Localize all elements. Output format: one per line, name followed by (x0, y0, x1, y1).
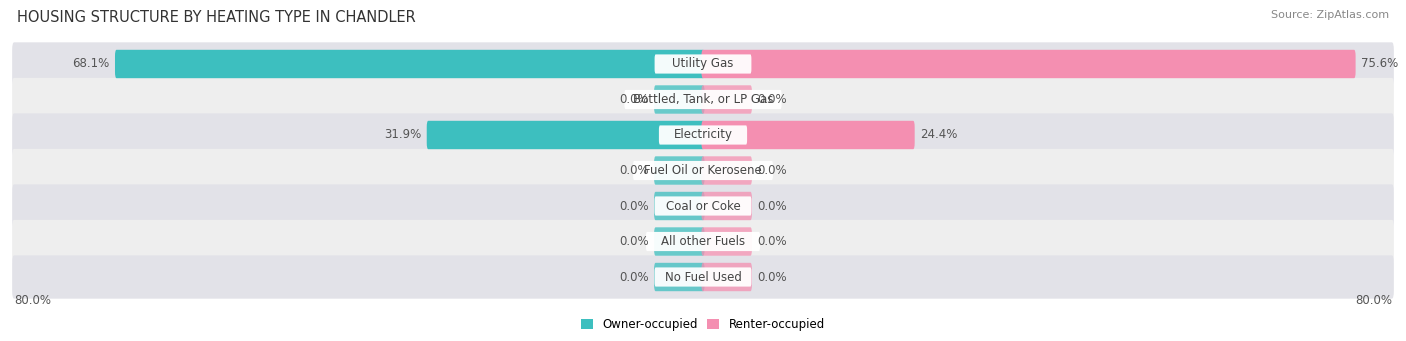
Text: 80.0%: 80.0% (1355, 294, 1392, 307)
FancyBboxPatch shape (654, 156, 704, 185)
FancyBboxPatch shape (702, 121, 915, 149)
FancyBboxPatch shape (13, 78, 1393, 121)
FancyBboxPatch shape (13, 220, 1393, 263)
FancyBboxPatch shape (702, 156, 752, 185)
Text: Coal or Coke: Coal or Coke (665, 199, 741, 212)
FancyBboxPatch shape (702, 227, 752, 256)
Text: Utility Gas: Utility Gas (672, 58, 734, 71)
Text: 0.0%: 0.0% (619, 235, 648, 248)
Text: No Fuel Used: No Fuel Used (665, 270, 741, 283)
Text: HOUSING STRUCTURE BY HEATING TYPE IN CHANDLER: HOUSING STRUCTURE BY HEATING TYPE IN CHA… (17, 10, 416, 25)
FancyBboxPatch shape (655, 196, 751, 216)
FancyBboxPatch shape (655, 267, 751, 286)
Legend: Owner-occupied, Renter-occupied: Owner-occupied, Renter-occupied (576, 313, 830, 336)
Text: Source: ZipAtlas.com: Source: ZipAtlas.com (1271, 10, 1389, 20)
FancyBboxPatch shape (427, 121, 704, 149)
Text: 31.9%: 31.9% (384, 129, 422, 142)
Text: 0.0%: 0.0% (758, 93, 787, 106)
Text: All other Fuels: All other Fuels (661, 235, 745, 248)
Text: 75.6%: 75.6% (1361, 58, 1398, 71)
Text: 68.1%: 68.1% (72, 58, 110, 71)
FancyBboxPatch shape (13, 184, 1393, 228)
Text: 0.0%: 0.0% (758, 270, 787, 283)
FancyBboxPatch shape (702, 263, 752, 291)
Text: 0.0%: 0.0% (619, 164, 648, 177)
FancyBboxPatch shape (702, 50, 1355, 78)
FancyBboxPatch shape (13, 113, 1393, 157)
FancyBboxPatch shape (13, 42, 1393, 86)
FancyBboxPatch shape (654, 192, 704, 220)
Text: 80.0%: 80.0% (14, 294, 51, 307)
Text: 24.4%: 24.4% (920, 129, 957, 142)
Text: Bottled, Tank, or LP Gas: Bottled, Tank, or LP Gas (633, 93, 773, 106)
FancyBboxPatch shape (702, 85, 752, 114)
Text: Electricity: Electricity (673, 129, 733, 142)
FancyBboxPatch shape (645, 232, 761, 251)
Text: 0.0%: 0.0% (619, 199, 648, 212)
FancyBboxPatch shape (659, 125, 747, 145)
FancyBboxPatch shape (633, 161, 773, 180)
FancyBboxPatch shape (115, 50, 704, 78)
FancyBboxPatch shape (655, 55, 751, 74)
Text: 0.0%: 0.0% (758, 235, 787, 248)
Text: 0.0%: 0.0% (758, 164, 787, 177)
FancyBboxPatch shape (654, 85, 704, 114)
FancyBboxPatch shape (13, 149, 1393, 192)
Text: 0.0%: 0.0% (619, 270, 648, 283)
FancyBboxPatch shape (13, 255, 1393, 299)
FancyBboxPatch shape (654, 263, 704, 291)
Text: 0.0%: 0.0% (758, 199, 787, 212)
FancyBboxPatch shape (654, 227, 704, 256)
Text: Fuel Oil or Kerosene: Fuel Oil or Kerosene (644, 164, 762, 177)
Text: 0.0%: 0.0% (619, 93, 648, 106)
FancyBboxPatch shape (702, 192, 752, 220)
FancyBboxPatch shape (624, 90, 782, 109)
